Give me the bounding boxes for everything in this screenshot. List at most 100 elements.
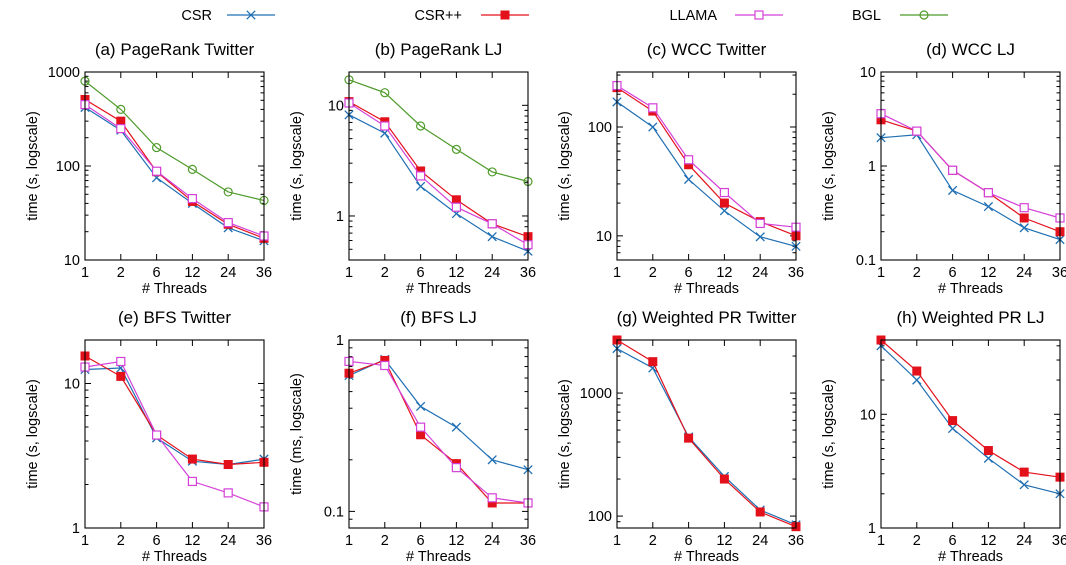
series-line <box>348 359 528 504</box>
data-point <box>648 122 658 132</box>
x-tick-label: 6 <box>949 265 957 281</box>
legend-item-bgl: BGL <box>852 8 948 24</box>
series-line <box>880 119 1061 233</box>
x-tick-label: 12 <box>448 533 464 549</box>
series-line <box>348 79 529 183</box>
x-tick-label: 36 <box>788 265 804 281</box>
data-point <box>912 126 922 136</box>
x-tick-label: 2 <box>117 265 125 281</box>
data-point <box>983 188 994 198</box>
x-tick-label: 12 <box>980 533 996 549</box>
plot-frame <box>616 339 797 529</box>
x-tick-label: 36 <box>520 533 536 549</box>
x-axis-label: # Threads <box>674 281 739 297</box>
x-tick-label: 6 <box>949 533 957 549</box>
y-tick-label: 1000 <box>48 65 80 81</box>
data-point <box>912 375 922 385</box>
series-line <box>880 113 1061 219</box>
x-tick-label: 12 <box>448 265 464 281</box>
y-tick-label: 10 <box>596 229 612 245</box>
x-tick-label: 1 <box>345 265 353 281</box>
data-point <box>152 430 162 440</box>
legend-marker <box>754 10 764 20</box>
x-tick-label: 24 <box>484 533 500 549</box>
series-csr <box>612 97 801 252</box>
panel-title: (d) WCC LJ <box>926 40 1015 59</box>
x-axis-label: # Threads <box>406 549 471 565</box>
data-point <box>187 193 197 204</box>
data-point <box>187 476 197 487</box>
y-axis-label: time (s, logscale) <box>557 379 573 489</box>
data-point <box>116 104 126 115</box>
x-tick-label: 6 <box>417 265 425 281</box>
series-line <box>84 360 265 508</box>
x-tick-label: 12 <box>980 265 996 281</box>
data-point <box>983 446 993 456</box>
legend-label: BGL <box>852 8 881 24</box>
series-line <box>348 114 529 252</box>
x-tick-label: 2 <box>649 533 657 549</box>
data-point <box>1019 203 1029 213</box>
plot-frame <box>616 71 797 261</box>
data-point <box>116 116 126 126</box>
data-point <box>152 166 162 176</box>
series-llama <box>344 356 533 508</box>
data-point <box>683 174 694 185</box>
data-point <box>755 218 765 229</box>
x-tick-label: 2 <box>381 265 389 281</box>
data-point <box>719 474 729 484</box>
x-tick-label: 36 <box>1052 265 1066 281</box>
x-tick-label: 1 <box>345 533 353 549</box>
plot-frame <box>880 339 1061 529</box>
legend-label: LLAMA <box>669 8 717 24</box>
data-point <box>487 455 497 465</box>
x-tick-label: 24 <box>1016 265 1032 281</box>
x-tick-label: 6 <box>685 265 693 281</box>
series-line <box>616 348 797 526</box>
y-tick-label: 100 <box>588 509 612 525</box>
data-point <box>755 232 765 242</box>
series-csrpp <box>612 335 801 532</box>
data-point <box>451 202 461 212</box>
x-tick-label: 36 <box>256 265 272 281</box>
y-axis-label: time (s, logscale) <box>821 379 837 489</box>
y-tick-label: 0.1 <box>324 504 344 520</box>
x-tick-label: 24 <box>752 265 768 281</box>
data-point <box>187 164 197 175</box>
series-line <box>84 106 265 242</box>
data-point <box>487 219 497 229</box>
x-tick-label: 1 <box>877 265 885 281</box>
panel-title: (g) Weighted PR Twitter <box>617 308 797 327</box>
series-bgl <box>344 75 533 187</box>
series-csrpp <box>344 355 533 508</box>
y-tick-label: 1 <box>868 159 876 175</box>
x-tick-label: 36 <box>520 265 536 281</box>
data-point <box>912 366 922 376</box>
data-point <box>380 88 390 98</box>
data-point <box>1019 480 1029 490</box>
data-point <box>223 187 233 197</box>
x-axis-label: # Threads <box>142 549 207 565</box>
data-point <box>648 103 658 113</box>
series-csr <box>876 130 1065 245</box>
y-axis-label: time (ms, logscale) <box>289 373 305 495</box>
series-line <box>348 101 529 238</box>
series-line <box>348 102 529 246</box>
legend-label: CSR <box>181 8 212 24</box>
panel-title: (c) WCC Twitter <box>647 40 767 59</box>
data-point <box>683 155 694 165</box>
legend-marker <box>919 10 929 20</box>
series-csr <box>80 363 269 470</box>
series-llama <box>80 99 269 241</box>
series-llama <box>344 98 533 250</box>
series-csrpp <box>876 115 1065 237</box>
series-csr <box>344 110 533 256</box>
x-tick-label: 2 <box>117 533 125 549</box>
data-point <box>947 165 958 175</box>
x-tick-label: 2 <box>381 533 389 549</box>
